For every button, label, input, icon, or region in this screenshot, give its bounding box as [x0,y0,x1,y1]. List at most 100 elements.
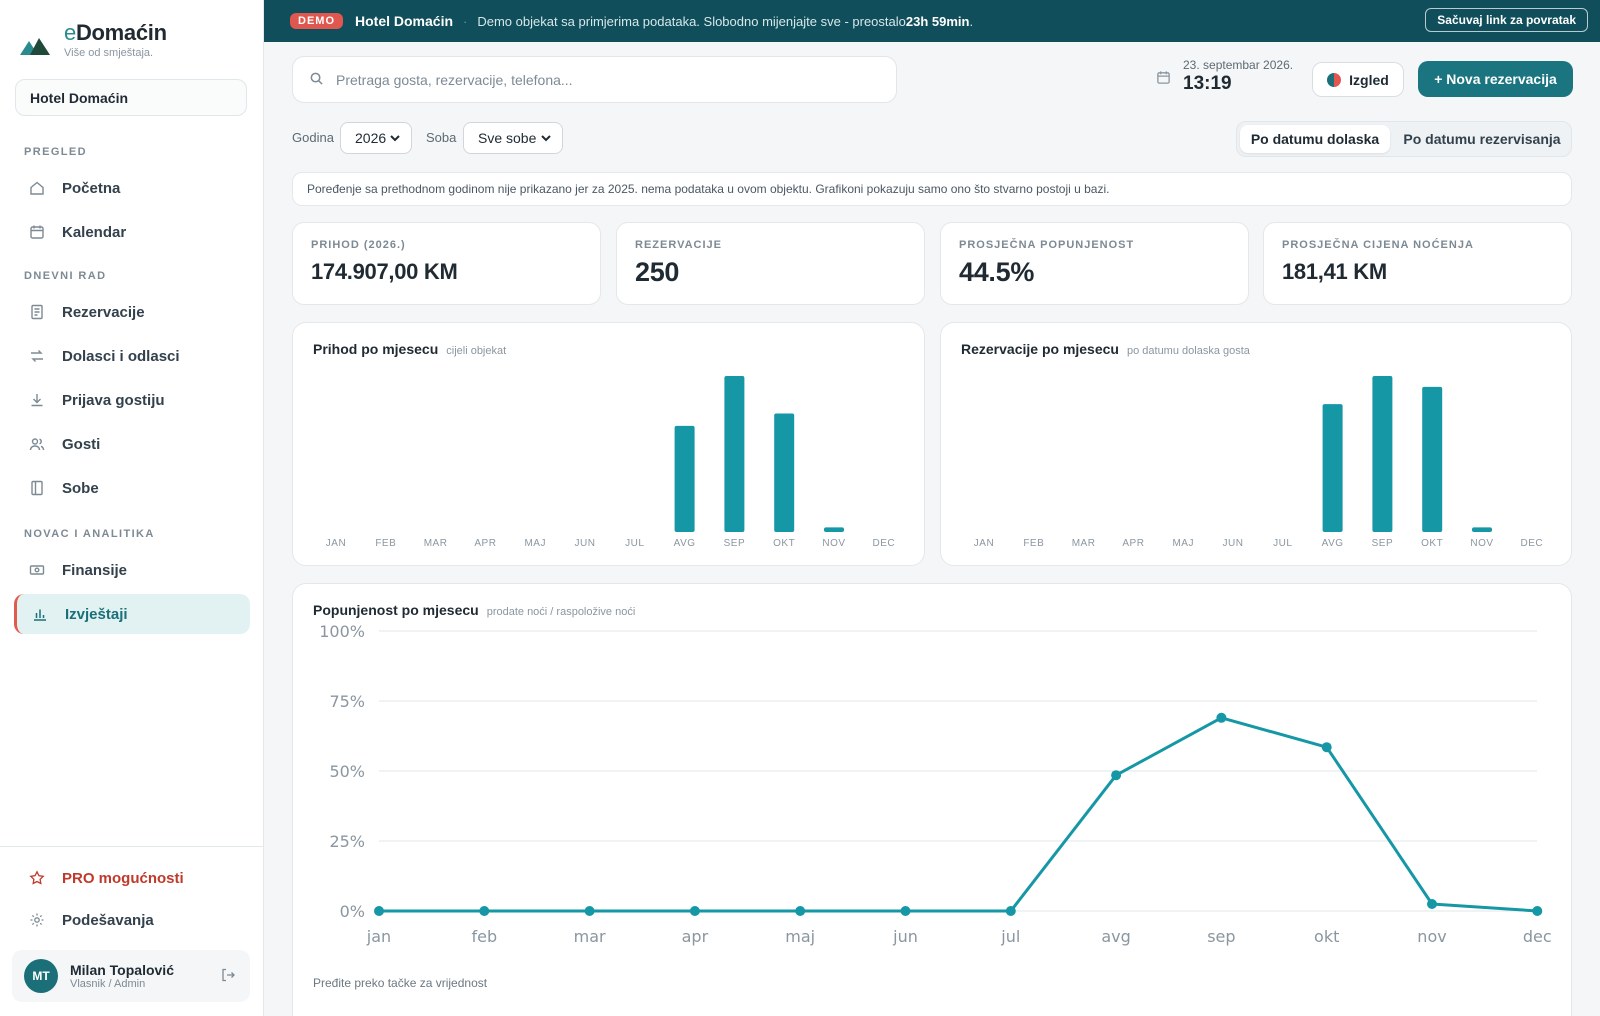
banner-text: Demo objekat sa primjerima podataka. Slo… [477,13,974,29]
sidebar-item-label: Kalendar [62,223,127,241]
reservations-chart-card: Rezervacije po mjesecu po datumu dolaska … [940,322,1572,566]
user-profile[interactable]: MT Milan Topalović Vlasnik / Admin [12,950,250,1002]
chart-bar [1372,376,1393,532]
sidebar-item-rezervacije[interactable]: Rezervacije [14,292,250,332]
data-point [374,906,384,916]
x-tick-label: MAR [424,538,448,549]
x-tick-label: apr [682,927,709,946]
kpi-value: 181,41 KM [1282,259,1387,284]
x-tick-label: AVG [1322,538,1344,549]
document-icon [28,303,46,321]
search-input[interactable]: Pretraga gosta, rezervacije, telefona... [292,56,897,103]
current-datetime: 23. septembar 2026. 13:19 [1156,58,1293,95]
kpi-value: 174.907,00 KM [311,259,458,284]
data-point [1216,712,1227,723]
x-tick-label: nov [1417,927,1446,946]
x-tick-label: JUL [625,538,644,549]
kpi-label: PROSJEČNA CIJENA NOĆENJA [1282,239,1474,251]
x-tick-label: jun [892,927,918,946]
sidebar-item-label: Prijava gostiju [62,391,165,409]
chart-hint: Pređite preko tačke za vrijednost [313,976,488,990]
sidebar-item-podesavanja[interactable]: Podešavanja [14,900,250,940]
x-tick-label: NOV [822,538,845,549]
avatar: MT [24,959,58,993]
x-tick-label: APR [474,538,496,549]
sidebar-item-label: Sobe [62,479,99,497]
sidebar-item-pocetna[interactable]: Početna [14,168,250,208]
nav-section-dnevni-rad: DNEVNI RAD [24,270,107,282]
sidebar-item-finansije[interactable]: Finansije [14,550,250,590]
sidebar-item-pro[interactable]: PRO mogućnosti [14,858,250,898]
mountain-logo-icon [20,38,50,55]
x-tick-label: JUN [575,538,596,549]
chart-bar [674,425,695,532]
sidebar-item-label: PRO mogućnosti [62,869,184,887]
x-tick-label: FEB [375,538,396,549]
data-point [1532,906,1543,916]
sidebar-item-label: Početna [62,179,121,197]
x-tick-label: JUN [1223,538,1244,549]
room-select-value: Sve sobe [478,130,537,146]
current-time: 13:19 [1183,73,1232,94]
star-icon [28,869,46,887]
chart-bar [1472,527,1492,532]
banner-separator: · [463,13,468,29]
revenue-chart-card: Prihod po mjesecu cijeli objekat JAN FEB MA… [292,322,925,566]
y-tick-label: 50% [329,762,365,781]
new-reservation-button[interactable]: + Nova rezervacija [1418,61,1573,97]
x-tick-label: maj [785,927,815,946]
room-select[interactable]: Sve sobe [463,122,563,154]
users-icon [28,435,46,453]
user-role: Vlasnik / Admin [70,978,146,990]
revenue-bar-chart: JAN FEB MAR APR MAJ JUN JUL AVG SEP OKT NOV DEC [326,376,895,549]
demo-badge: DEMO [290,13,343,29]
banknote-icon [28,561,46,579]
chart-bar [724,376,745,532]
x-tick-label: APR [1122,538,1144,549]
door-icon [28,479,46,497]
brand[interactable]: eDomaćin Više od smještaja. [20,20,167,60]
chevron-down-icon [541,135,551,142]
x-tick-label: sep [1207,927,1235,946]
save-return-link-button[interactable]: Sačuvaj link za povratak [1425,8,1588,32]
room-label: Soba [426,130,457,145]
data-point [479,906,490,916]
sidebar-item-sobe[interactable]: Sobe [14,468,250,508]
gear-icon [28,911,46,929]
x-tick-label: feb [471,927,497,946]
download-icon [28,391,46,409]
date-basis-toggle: Po datumu dolaska Po datumu rezervisanja [1236,121,1572,157]
chart-bar [1322,404,1343,532]
kpi-label: PRIHOD (2026.) [311,239,406,251]
property-selector[interactable]: Hotel Domaćin [15,79,247,116]
theme-button[interactable]: Izgled [1312,62,1404,97]
sidebar-item-kalendar[interactable]: Kalendar [14,212,250,252]
x-tick-label: SEP [1372,538,1394,549]
year-select[interactable]: 2026 [340,122,412,154]
year-select-value: 2026 [355,130,387,146]
kpi-card-revenue: PRIHOD (2026.) 174.907,00 KM [292,222,601,305]
reservations-bar-chart: JAN FEB MAR APR MAJ JUN JUL AVG SEP OKT NOV DEC [974,376,1543,549]
theme-button-label: Izgled [1349,71,1389,88]
logout-icon[interactable] [220,967,236,988]
nav-section-pregled: PREGLED [24,146,87,158]
sidebar-item-gosti[interactable]: Gosti [14,424,250,464]
sidebar-item-dolasci[interactable]: Dolasci i odlasci [14,336,250,376]
sidebar-item-label: Finansije [62,561,128,579]
x-tick-label: MAJ [1172,538,1194,549]
sidebar-item-prijava[interactable]: Prijava gostiju [14,380,250,420]
brand-name: eDomaćin [64,20,167,45]
y-tick-label: 0% [340,902,365,921]
toggle-by-booking[interactable]: Po datumu rezervisanja [1403,131,1561,147]
sidebar-item-izvjestaji[interactable]: Izvještaji [14,594,250,634]
nav-section-novac: NOVAC I ANALITIKA [24,528,155,540]
x-tick-label: MAR [1072,538,1096,549]
x-tick-label: mar [574,927,606,946]
occupancy-line-chart: 0% 25% 50% 75% 100% jan feb mar apr maj jun jul avg s… [319,622,1551,946]
kpi-label: REZERVACIJE [635,239,723,251]
toggle-by-arrival[interactable]: Po datumu dolaska [1240,125,1390,153]
kpi-value: 250 [635,257,680,287]
comparison-notice: Poređenje sa prethodnom godinom nije pri… [292,172,1572,206]
y-tick-label: 25% [329,832,365,851]
search-placeholder: Pretraga gosta, rezervacije, telefona... [336,71,573,88]
